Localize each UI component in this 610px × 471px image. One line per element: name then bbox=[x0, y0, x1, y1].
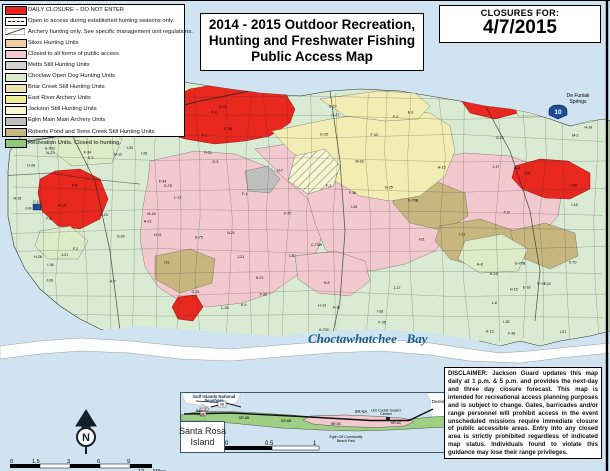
svg-text:G-3: G-3 bbox=[514, 166, 520, 170]
svg-text:9: 9 bbox=[127, 459, 130, 465]
svg-text:Beach Park: Beach Park bbox=[337, 439, 356, 443]
svg-text:F-34: F-34 bbox=[84, 151, 91, 155]
svg-text:3: 3 bbox=[67, 459, 70, 465]
svg-text:J-26: J-26 bbox=[46, 279, 53, 283]
svg-text:I-28: I-28 bbox=[503, 320, 509, 324]
svg-text:H-13: H-13 bbox=[486, 330, 494, 334]
svg-text:I-15: I-15 bbox=[571, 203, 577, 207]
svg-text:H-26: H-26 bbox=[27, 164, 35, 168]
svg-text:G-25: G-25 bbox=[385, 186, 393, 190]
svg-text:F-34: F-34 bbox=[159, 180, 166, 184]
svg-text:F-33: F-33 bbox=[260, 292, 267, 296]
svg-text:F-37: F-37 bbox=[284, 212, 291, 216]
svg-text:F-36: F-36 bbox=[508, 331, 515, 335]
svg-text:H-8: H-8 bbox=[477, 262, 483, 266]
svg-text:H-19: H-19 bbox=[585, 126, 593, 130]
svg-text:K-18: K-18 bbox=[333, 306, 341, 310]
svg-text:H-19: H-19 bbox=[490, 272, 498, 276]
svg-text:I-11: I-11 bbox=[164, 261, 170, 265]
svg-text:N-21: N-21 bbox=[227, 231, 235, 235]
svg-text:I-30: I-30 bbox=[289, 254, 295, 258]
svg-text:F-3: F-3 bbox=[211, 110, 216, 114]
svg-text:F-36: F-36 bbox=[349, 191, 356, 195]
svg-text:J-17: J-17 bbox=[492, 165, 499, 169]
svg-text:H-7: H-7 bbox=[110, 279, 116, 283]
svg-text:I-15: I-15 bbox=[524, 172, 530, 176]
svg-text:I-36: I-36 bbox=[377, 310, 383, 314]
svg-text:F-35: F-35 bbox=[224, 127, 231, 131]
svg-text:Park: Park bbox=[197, 413, 205, 417]
svg-text:1.5: 1.5 bbox=[32, 459, 40, 465]
svg-text:J-12: J-12 bbox=[503, 211, 510, 215]
svg-text:I-21: I-21 bbox=[419, 238, 425, 242]
svg-text:J-24: J-24 bbox=[25, 207, 32, 211]
svg-text:H-21: H-21 bbox=[144, 220, 152, 224]
svg-text:M-12: M-12 bbox=[114, 153, 122, 157]
svg-text:H-15: H-15 bbox=[510, 287, 518, 291]
svg-text:H-21: H-21 bbox=[256, 276, 264, 280]
svg-text:SR-6B: SR-6B bbox=[239, 416, 250, 420]
svg-text:SR-6C: SR-6C bbox=[391, 421, 402, 425]
svg-text:C-70: C-70 bbox=[569, 260, 577, 264]
svg-text:H-23: H-23 bbox=[100, 213, 108, 217]
svg-text:L-25: L-25 bbox=[221, 306, 228, 310]
svg-text:G-3: G-3 bbox=[212, 160, 218, 164]
svg-text:F-2: F-2 bbox=[393, 115, 398, 119]
svg-text:10: 10 bbox=[554, 109, 562, 116]
svg-text:6: 6 bbox=[97, 459, 100, 465]
svg-text:I-25: I-25 bbox=[351, 205, 357, 209]
svg-text:M-23: M-23 bbox=[355, 160, 363, 164]
svg-text:F-1: F-1 bbox=[242, 192, 247, 196]
svg-text:J-17: J-17 bbox=[394, 286, 401, 290]
svg-text:H-13: H-13 bbox=[318, 304, 326, 308]
svg-text:J-21: J-21 bbox=[237, 255, 244, 259]
svg-text:G-70B: G-70B bbox=[515, 262, 526, 266]
svg-text:J-24: J-24 bbox=[544, 282, 551, 286]
svg-text:F-3: F-3 bbox=[326, 184, 331, 188]
svg-text:H-8: H-8 bbox=[324, 281, 330, 285]
svg-text:H-26: H-26 bbox=[34, 255, 42, 259]
svg-text:Seashore: Seashore bbox=[204, 398, 224, 403]
svg-text:F-8: F-8 bbox=[72, 183, 77, 187]
svg-text:SR-6C: SR-6C bbox=[331, 422, 342, 426]
svg-text:F-8: F-8 bbox=[46, 217, 51, 221]
svg-text:C-73W: C-73W bbox=[311, 243, 323, 247]
svg-text:G-75: G-75 bbox=[195, 236, 203, 240]
svg-text:0.5: 0.5 bbox=[265, 441, 274, 447]
svg-text:Destin: Destin bbox=[432, 399, 445, 404]
svg-text:G-25: G-25 bbox=[320, 133, 328, 137]
svg-text:H-7: H-7 bbox=[277, 168, 283, 172]
svg-text:N: N bbox=[82, 432, 90, 444]
svg-text:M-18: M-18 bbox=[147, 212, 155, 216]
svg-text:E-3: E-3 bbox=[408, 111, 414, 115]
svg-text:H-11: H-11 bbox=[204, 150, 212, 154]
svg-text:F-2: F-2 bbox=[73, 247, 78, 251]
svg-text:L-8: L-8 bbox=[492, 301, 497, 305]
svg-text:I-11: I-11 bbox=[459, 233, 465, 237]
svg-text:G-75: G-75 bbox=[164, 184, 172, 188]
svg-text:J-21: J-21 bbox=[61, 253, 68, 257]
svg-text:H-23: H-23 bbox=[219, 105, 227, 109]
svg-text:I-36: I-36 bbox=[47, 263, 53, 267]
svg-text:N-15: N-15 bbox=[14, 197, 22, 201]
svg-text:N-22: N-22 bbox=[46, 150, 55, 155]
svg-text:I-28: I-28 bbox=[141, 151, 147, 155]
svg-text:I-25: I-25 bbox=[571, 184, 577, 188]
svg-text:SR-6B: SR-6B bbox=[281, 419, 292, 423]
svg-text:M-2: M-2 bbox=[572, 134, 578, 138]
svg-text:G-24: G-24 bbox=[117, 235, 125, 239]
svg-text:G-70B: G-70B bbox=[408, 199, 419, 203]
svg-text:K-14: K-14 bbox=[58, 204, 66, 208]
svg-text:G-21: G-21 bbox=[192, 290, 200, 294]
svg-text:F-10: F-10 bbox=[33, 200, 40, 204]
svg-text:I-21: I-21 bbox=[560, 330, 566, 334]
svg-text:K-9: K-9 bbox=[241, 303, 247, 307]
svg-text:F-35: F-35 bbox=[378, 321, 385, 325]
svg-text:E-18: E-18 bbox=[523, 286, 531, 290]
svg-text:SR-6A: SR-6A bbox=[355, 409, 368, 414]
svg-text:G-27: G-27 bbox=[329, 104, 337, 108]
svg-text:0: 0 bbox=[10, 459, 13, 465]
svg-text:Center: Center bbox=[380, 411, 393, 416]
